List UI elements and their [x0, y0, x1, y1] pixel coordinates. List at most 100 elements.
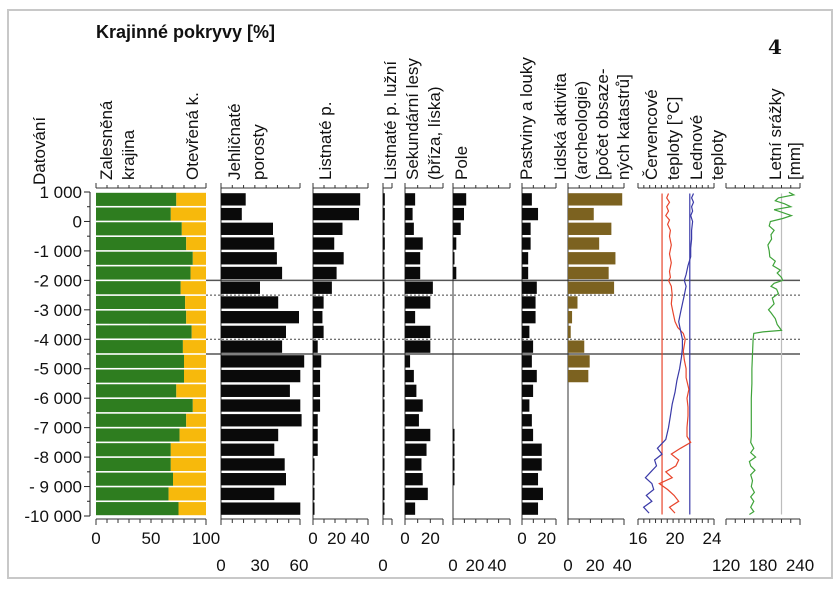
- forest-bar: [96, 281, 181, 295]
- broadleaf-bar: [313, 384, 321, 397]
- secondary-bar: [405, 340, 431, 353]
- conifers-bar: [221, 340, 283, 353]
- human-activity-label: ných katastrů]: [614, 74, 633, 180]
- floodplain-bar: [383, 266, 385, 280]
- floodplain-bar: [383, 458, 385, 471]
- conifers-bar: [221, 473, 286, 486]
- open-land-bar: [176, 192, 206, 206]
- floodplain-bar: [383, 325, 385, 339]
- pastures-bar: [522, 369, 537, 383]
- y-tick-label: - 9 000: [29, 478, 82, 497]
- secondary-bar: [405, 237, 423, 250]
- conifers-tick-label: 0: [216, 556, 225, 575]
- land-cover-tick-label: 100: [192, 529, 220, 548]
- chart-title: Krajinné pokryvy [%]: [96, 22, 275, 42]
- precipitation-line: [748, 191, 796, 516]
- open-land-bar: [170, 207, 206, 221]
- conifers-bar: [221, 502, 301, 515]
- human-activity-bar: [568, 369, 589, 383]
- conifers-label: porosty: [249, 124, 268, 180]
- human-activity-bar: [568, 296, 578, 309]
- open-land-bar: [180, 281, 206, 295]
- conifers-bar: [221, 458, 285, 471]
- pastures-bar: [522, 473, 539, 486]
- broadleaf-bar: [313, 237, 335, 250]
- conifers-bar: [221, 325, 286, 339]
- broadleaf-bar: [313, 281, 332, 294]
- forest-bar: [96, 443, 171, 457]
- forest-bar: [96, 236, 187, 251]
- floodplain-bar: [383, 296, 385, 309]
- conifers-bar: [221, 281, 260, 294]
- open-land-bar: [192, 251, 206, 265]
- panel-number: 4: [768, 35, 782, 59]
- secondary-bar: [405, 458, 422, 471]
- fields-bar: [453, 473, 455, 486]
- open-land-bar: [184, 354, 206, 368]
- secondary-bar: [405, 281, 433, 294]
- broadleaf-bar: [313, 311, 323, 324]
- broadleaf-bar: [313, 296, 324, 309]
- july-temperature-label: teploty [°C]: [664, 97, 683, 180]
- conifers-bar: [221, 369, 301, 383]
- secondary-bar: [405, 473, 423, 486]
- pastures-bar: [522, 355, 532, 368]
- fields-bar: [453, 193, 467, 206]
- conifers-bar: [221, 443, 275, 456]
- secondary-label: (bříza, líska): [425, 86, 444, 180]
- secondary-label: Sekundární lesy: [403, 58, 422, 180]
- land-cover-label: krajina: [119, 129, 138, 180]
- floodplain-bar: [383, 473, 385, 486]
- floodplain-bar: [383, 222, 385, 235]
- pastures-tick-label: 0: [517, 529, 526, 548]
- y-tick-label: -8 000: [34, 448, 82, 467]
- forest-bar: [96, 222, 182, 236]
- broadleaf-tick-label: 20: [327, 529, 346, 548]
- secondary-bar: [405, 222, 414, 235]
- human-activity-bar: [568, 266, 609, 280]
- broadleaf-bar: [313, 222, 343, 235]
- human-activity-bar: [568, 281, 615, 294]
- broadleaf-label: Listnaté p.: [316, 102, 335, 180]
- floodplain-bar: [383, 252, 385, 265]
- pastures-bar: [522, 340, 534, 353]
- pastures-bar: [522, 222, 531, 235]
- y-tick-label: -1 000: [34, 242, 82, 261]
- conifers-tick-label: 30: [251, 556, 270, 575]
- broadleaf-bar: [313, 443, 318, 456]
- floodplain-bar: [383, 399, 385, 412]
- fields-bar: [453, 266, 457, 280]
- forest-bar: [96, 310, 187, 324]
- pastures-bar: [522, 193, 532, 206]
- secondary-bar: [405, 355, 411, 368]
- fields-tick-label: 0: [448, 556, 457, 575]
- land-cover-open-label: Otevřená k.: [183, 92, 202, 180]
- forest-bar: [96, 325, 192, 339]
- y-tick-label: -7 000: [34, 419, 82, 438]
- pastures-bar: [522, 252, 529, 265]
- fields-bar: [453, 207, 464, 221]
- pastures-bar: [522, 325, 530, 339]
- open-land-bar: [185, 295, 206, 310]
- open-land-bar: [186, 413, 206, 427]
- conifers-bar: [221, 237, 275, 250]
- conifers-bar: [221, 193, 246, 206]
- broadleaf-bar: [313, 207, 360, 221]
- forest-bar: [96, 428, 180, 442]
- open-land-bar: [192, 398, 206, 413]
- secondary-tick-label: 20: [421, 529, 440, 548]
- floodplain-bar: [383, 443, 385, 456]
- precipitation-label: [mm]: [785, 142, 804, 180]
- conifers-bar: [221, 355, 305, 368]
- floodplain-label: Listnaté p. lužní: [381, 61, 400, 180]
- conifers-bar: [221, 414, 302, 427]
- open-land-bar: [170, 457, 206, 472]
- open-land-bar: [176, 384, 206, 398]
- open-land-bar: [170, 443, 206, 457]
- conifers-label: Jehličnaté: [225, 103, 244, 180]
- fields-bar: [453, 458, 455, 471]
- forest-bar: [96, 207, 171, 221]
- broadleaf-bar: [313, 487, 315, 501]
- broadleaf-bar: [313, 252, 344, 265]
